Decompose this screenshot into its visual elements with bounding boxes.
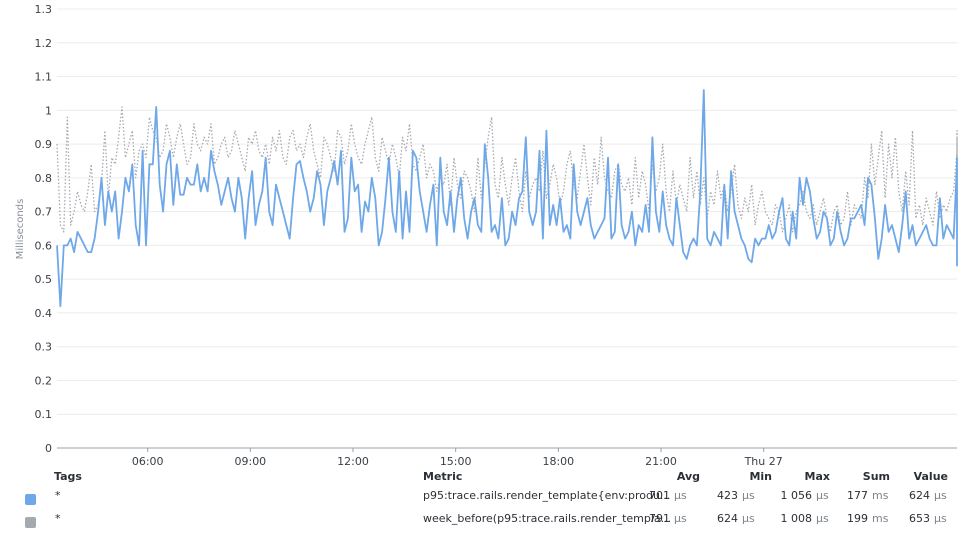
y-tick-label: 0.7 — [35, 206, 53, 219]
x-tick-label: 12:00 — [337, 455, 369, 468]
legend-sum-unit: ms — [872, 512, 889, 525]
legend-avg: 791 — [649, 512, 670, 525]
legend-max: 1 056 — [780, 489, 813, 502]
y-tick-label: 0.8 — [35, 172, 53, 185]
legend-value: 653 — [909, 512, 930, 525]
legend-sum: 199 — [847, 512, 868, 525]
x-tick-label: Thu 27 — [744, 455, 783, 468]
legend-metric: week_before(p95:trace.rails.render_templ… — [423, 512, 672, 525]
y-axis-label: Milliseconds — [15, 199, 26, 260]
y-tick-label: 0.9 — [35, 138, 53, 151]
legend-min: 624 — [717, 512, 738, 525]
y-tick-label: 1.3 — [35, 3, 53, 16]
series-line-p95-render-template — [56, 89, 958, 308]
x-tick-label: 09:00 — [234, 455, 266, 468]
y-tick-label: 0 — [45, 442, 52, 455]
gridlines — [57, 8, 957, 415]
legend-value-unit: µs — [934, 512, 947, 525]
legend-min: 423 — [717, 489, 738, 502]
legend-min-unit: µs — [742, 489, 755, 502]
legend-metric: p95:trace.rails.render_template{env:prod… — [423, 489, 671, 502]
y-tick-label: 0.6 — [35, 239, 53, 252]
y-tick-label: 1 — [45, 104, 52, 117]
y-tick-label: 0.3 — [35, 341, 53, 354]
legend-avg: 701 — [649, 489, 670, 502]
col-min[interactable]: Min — [749, 470, 772, 483]
y-tick-label: 0.1 — [35, 408, 53, 421]
col-max[interactable]: Max — [804, 470, 830, 483]
legend-row[interactable]: * p95:trace.rails.render_template{env:pr… — [0, 489, 972, 509]
legend-header: Tags Metric Avg Min Max Sum Value — [0, 470, 972, 490]
x-tick-label: 06:00 — [132, 455, 164, 468]
col-tags[interactable]: Tags — [54, 470, 82, 483]
x-axis-ticks: 06:00 09:00 12:00 15:00 18:00 21:00 Thu 27 — [132, 448, 783, 468]
legend-avg-unit: µs — [674, 512, 687, 525]
col-sum[interactable]: Sum — [862, 470, 890, 483]
legend-sum-unit: ms — [872, 489, 889, 502]
legend-max-unit: µs — [816, 489, 829, 502]
x-tick-label: 15:00 — [440, 455, 472, 468]
col-metric[interactable]: Metric — [423, 470, 463, 483]
series-color-swatch[interactable] — [25, 517, 36, 528]
y-tick-label: 1.1 — [35, 71, 53, 84]
legend-row[interactable]: * week_before(p95:trace.rails.render_tem… — [0, 512, 972, 532]
y-tick-label: 0.5 — [35, 273, 53, 286]
y-tick-label: 0.2 — [35, 374, 53, 387]
series-color-swatch[interactable] — [25, 494, 36, 505]
legend-max-unit: µs — [816, 512, 829, 525]
legend-tag: * — [55, 489, 61, 502]
x-tick-label: 21:00 — [645, 455, 677, 468]
timeseries-chart[interactable]: 0 0.1 0.2 0.3 0.4 0.5 0.6 0.7 0.8 0.9 1 1.1 1.2 1.3 0… — [0, 0, 972, 470]
x-tick-label: 18:00 — [542, 455, 574, 468]
col-value[interactable]: Value — [913, 470, 948, 483]
y-tick-label: 1.2 — [35, 37, 53, 50]
legend-sum: 177 — [847, 489, 868, 502]
legend-avg-unit: µs — [674, 489, 687, 502]
series-line-week-before — [56, 106, 958, 233]
legend-value-unit: µs — [934, 489, 947, 502]
legend-tag: * — [55, 512, 61, 525]
y-tick-label: 0.4 — [35, 307, 53, 320]
series-lines — [56, 89, 958, 308]
legend-value: 624 — [909, 489, 930, 502]
legend-min-unit: µs — [742, 512, 755, 525]
y-axis-ticks: 0 0.1 0.2 0.3 0.4 0.5 0.6 0.7 0.8 0.9 1 1.1 1.2 1.3 — [35, 3, 53, 455]
legend-max: 1 008 — [780, 512, 813, 525]
col-avg[interactable]: Avg — [676, 470, 700, 483]
